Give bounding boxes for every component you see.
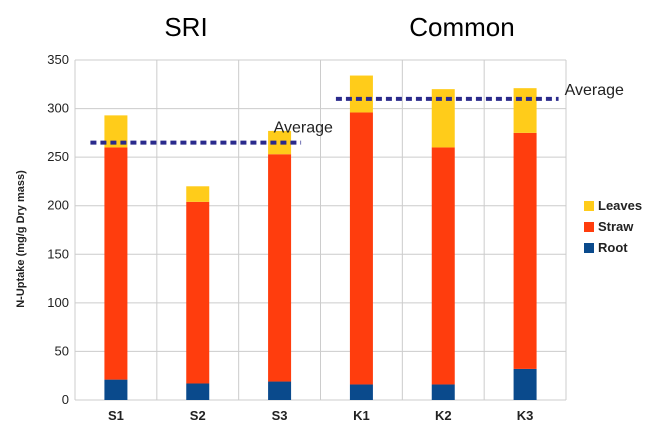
- x-tick-label: S1: [108, 408, 124, 423]
- x-tick-label: K3: [517, 408, 534, 423]
- bar-segment-straw-k1: [349, 112, 373, 385]
- bar-segment-leaves-k1: [349, 75, 373, 113]
- bar-segment-root-s2: [186, 383, 210, 400]
- legend-swatch-root: [584, 243, 594, 253]
- y-tick-label: 50: [55, 343, 69, 358]
- bar-segment-straw-k2: [431, 147, 455, 385]
- bar-segment-root-k3: [513, 368, 537, 400]
- bar-segment-leaves-k3: [513, 88, 537, 133]
- bar-segment-root-s3: [268, 381, 292, 400]
- average-label: Average: [565, 82, 624, 99]
- x-tick-label: S3: [272, 408, 288, 423]
- group-title-sri: SRI: [164, 12, 207, 42]
- bar-segment-leaves-k2: [431, 89, 455, 148]
- y-tick-label: 0: [62, 392, 69, 407]
- legend-label-root: Root: [598, 240, 628, 255]
- bar-segment-straw-k3: [513, 132, 537, 369]
- bars: [104, 75, 537, 400]
- bar-segment-leaves-s1: [104, 115, 128, 148]
- y-tick-label: 200: [47, 198, 69, 213]
- legend-label-straw: Straw: [598, 219, 634, 234]
- y-tick-label: 350: [47, 52, 69, 67]
- legend-swatch-leaves: [584, 201, 594, 211]
- y-tick-label: 150: [47, 246, 69, 261]
- bar-segment-leaves-s2: [186, 186, 210, 202]
- x-tick-label: S2: [190, 408, 206, 423]
- bar-segment-straw-s2: [186, 201, 210, 384]
- y-axis-label: N-Uptake (mg/g Dry mass): [15, 170, 27, 308]
- bar-segment-root-k2: [431, 384, 455, 400]
- bar-segment-leaves-s3: [268, 130, 292, 155]
- group-title-common: Common: [409, 12, 514, 42]
- legend: Leaves Straw Root: [584, 198, 642, 255]
- y-tick-label: 250: [47, 149, 69, 164]
- legend-label-leaves: Leaves: [598, 198, 642, 213]
- bar-segment-straw-s1: [104, 147, 128, 380]
- gridlines: [74, 59, 567, 401]
- average-lines: Average Average: [90, 82, 624, 145]
- legend-swatch-straw: [584, 222, 594, 232]
- x-tick-label: K1: [353, 408, 370, 423]
- bar-segment-straw-s3: [268, 154, 292, 382]
- axes: 0 50 100 150 200 250 300 350 S1 S2 S3 K1 K2 K3: [47, 52, 533, 423]
- bar-segment-root-s1: [104, 379, 128, 400]
- y-tick-label: 100: [47, 295, 69, 310]
- bar-segment-root-k1: [349, 384, 373, 400]
- average-label: Average: [274, 120, 333, 137]
- y-tick-label: 300: [47, 101, 69, 116]
- x-tick-label: K2: [435, 408, 452, 423]
